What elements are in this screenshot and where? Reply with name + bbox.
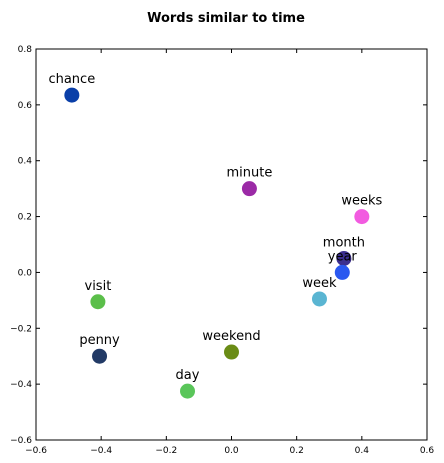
- y-tick-label: 0.8: [18, 45, 33, 55]
- point-weeks: [354, 209, 370, 225]
- point-year: [334, 264, 350, 280]
- label-penny: penny: [79, 333, 120, 348]
- x-tick-label: 0.6: [420, 446, 435, 456]
- label-minute: minute: [226, 166, 272, 181]
- point-chance: [64, 87, 80, 103]
- point-minute: [241, 181, 257, 197]
- point-penny: [92, 348, 108, 364]
- point-weekend: [224, 344, 239, 360]
- x-tick-label: −0.4: [90, 446, 112, 456]
- x-tick-label: −0.6: [25, 446, 47, 456]
- y-tick-label: −0.4: [10, 380, 32, 390]
- label-weekend: weekend: [202, 329, 260, 344]
- axis-ticks: −0.6 −0.4 −0.2 0.0 0.2 0.4 0.6 −0.6 −0.4 −0.2 0.0 0…: [10, 45, 434, 456]
- label-chance: chance: [48, 72, 95, 87]
- x-tick-label: 0.0: [224, 446, 239, 456]
- label-day: day: [176, 368, 200, 383]
- x-tick-label: −0.2: [155, 446, 177, 456]
- label-visit: visit: [85, 279, 112, 294]
- data-points: [64, 87, 370, 399]
- point-visit: [90, 294, 106, 310]
- y-tick-label: −0.2: [10, 324, 32, 334]
- y-tick-label: 0.6: [18, 101, 33, 111]
- label-year: year: [328, 249, 358, 264]
- y-tick-label: 0.0: [18, 268, 33, 278]
- label-month: month: [323, 235, 365, 250]
- point-day: [180, 383, 196, 399]
- point-week: [311, 291, 327, 307]
- x-tick-label: 0.4: [355, 446, 370, 456]
- y-tick-label: 0.4: [18, 157, 33, 167]
- y-tick-label: −0.6: [10, 436, 32, 446]
- label-week: week: [302, 276, 337, 291]
- chart-title: Words similar to time: [147, 11, 305, 26]
- y-tick-label: 0.2: [18, 213, 32, 223]
- label-weeks: weeks: [341, 194, 382, 209]
- point-month: [336, 250, 352, 266]
- plot-frame: [35, 48, 428, 441]
- x-tick-label: 0.2: [290, 446, 304, 456]
